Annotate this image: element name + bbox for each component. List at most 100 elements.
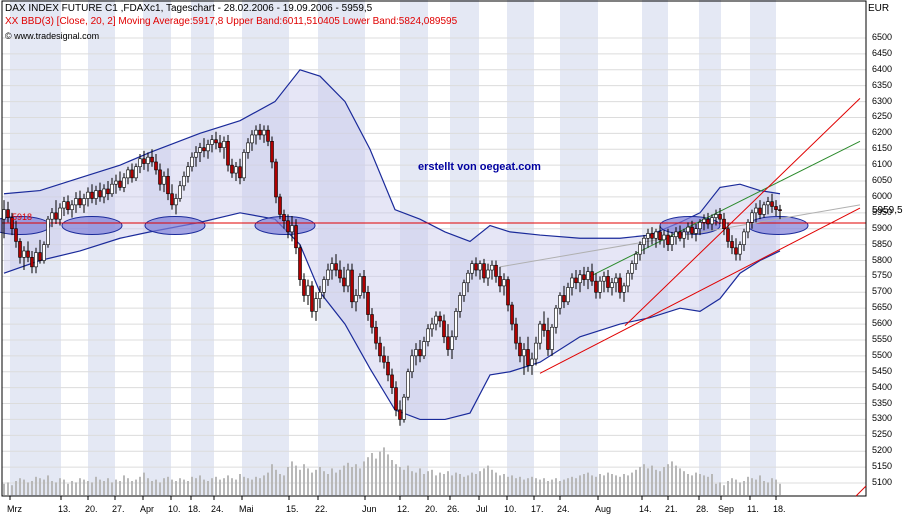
- x-tick-label: 24.: [211, 504, 224, 514]
- x-tick-label: Mrz: [7, 504, 22, 514]
- resize-corner: [855, 485, 867, 497]
- volume-bar: [635, 469, 637, 495]
- candle: [342, 266, 346, 293]
- candle-body: [666, 234, 670, 245]
- volume-bar: [27, 482, 29, 495]
- volume-bar: [771, 478, 773, 495]
- volume-bar: [443, 474, 445, 495]
- candle-body: [590, 271, 594, 282]
- candle: [598, 276, 602, 299]
- volume-bar: [3, 483, 5, 495]
- volume-bar: [667, 464, 669, 495]
- volume-bar: [731, 478, 733, 495]
- volume-bar: [695, 472, 697, 495]
- candle-body: [110, 183, 114, 195]
- y-tick-label: 5250: [872, 429, 893, 440]
- x-tick-label: 15.: [286, 504, 299, 514]
- candle: [94, 185, 98, 205]
- volume-bar: [51, 481, 53, 495]
- candle: [618, 273, 622, 299]
- candle-body: [634, 253, 638, 264]
- volume-bar: [295, 465, 297, 495]
- candle-body: [342, 277, 346, 287]
- candle: [746, 219, 750, 239]
- candle: [14, 220, 18, 248]
- volume-bar: [335, 472, 337, 495]
- candle-body: [406, 371, 410, 398]
- candle-body: [642, 237, 646, 245]
- volume-bar: [131, 481, 133, 495]
- candle: [250, 130, 254, 151]
- candle-body: [570, 277, 574, 288]
- candle-body: [510, 304, 514, 325]
- candle: [286, 214, 290, 239]
- volume-bar: [7, 482, 9, 495]
- volume-bar: [563, 479, 565, 495]
- candle-body: [10, 217, 14, 230]
- volume-bar: [691, 475, 693, 495]
- volume-bar: [575, 478, 577, 495]
- candle: [526, 336, 530, 372]
- volume-bar: [255, 476, 257, 495]
- candle: [762, 201, 766, 218]
- candle-body: [506, 279, 510, 306]
- volume-bar: [675, 465, 677, 495]
- candle: [518, 336, 522, 363]
- candle: [418, 339, 422, 363]
- volume-bar: [235, 479, 237, 495]
- candle: [58, 203, 62, 226]
- y-tick-label: 5800: [872, 254, 893, 265]
- candle: [210, 134, 214, 153]
- candle: [678, 225, 682, 242]
- candle-body: [138, 158, 142, 168]
- candle-body: [298, 247, 302, 280]
- volume-bar: [503, 474, 505, 495]
- volume-bar: [551, 479, 553, 495]
- candle-body: [86, 191, 90, 199]
- candle-body: [242, 152, 246, 179]
- volume-bar: [775, 479, 777, 495]
- volume-bar: [763, 481, 765, 495]
- candle-body: [150, 156, 154, 163]
- candle-body: [254, 129, 258, 136]
- candle: [722, 212, 726, 236]
- candle: [230, 158, 234, 178]
- candle: [298, 244, 302, 286]
- candle: [442, 314, 446, 344]
- y-tick-label: 5700: [872, 286, 893, 297]
- volume-bar: [347, 462, 349, 495]
- candle: [686, 222, 690, 240]
- candle: [586, 266, 590, 290]
- week-stripe: [191, 0, 214, 496]
- indicator-label: XX BBD(3) [Close, 20, 2] Moving Average:…: [5, 16, 458, 27]
- y-tick-label: 5300: [872, 413, 893, 424]
- candle-body: [754, 207, 758, 214]
- volume-bar: [11, 485, 13, 495]
- gridlines: [2, 37, 866, 484]
- y-tick-label: 6500: [872, 32, 893, 42]
- candle-body: [710, 217, 714, 225]
- candle-body: [766, 201, 770, 206]
- candle-body: [374, 326, 378, 344]
- volume-bar: [155, 479, 157, 495]
- volume-bar: [111, 482, 113, 495]
- x-tick-label: 17.: [531, 504, 544, 514]
- candle-body: [130, 169, 134, 179]
- source-credit[interactable]: © www.tradesignal.com: [5, 31, 100, 41]
- candle: [726, 222, 730, 248]
- candle: [646, 228, 650, 248]
- volume-bar: [271, 464, 273, 495]
- y-tick-label: 5750: [872, 270, 893, 281]
- candle-body: [326, 269, 330, 280]
- candle: [654, 228, 658, 248]
- candle: [414, 343, 418, 366]
- candle-body: [294, 225, 298, 249]
- candle-body: [738, 244, 742, 255]
- candle: [506, 276, 510, 312]
- candle-body: [330, 263, 334, 271]
- candle-body: [118, 180, 122, 188]
- y-tick-label: 5100: [872, 477, 893, 487]
- candle-body: [122, 177, 126, 188]
- x-tick-label: Apr: [140, 504, 155, 514]
- volume-bar: [643, 464, 645, 495]
